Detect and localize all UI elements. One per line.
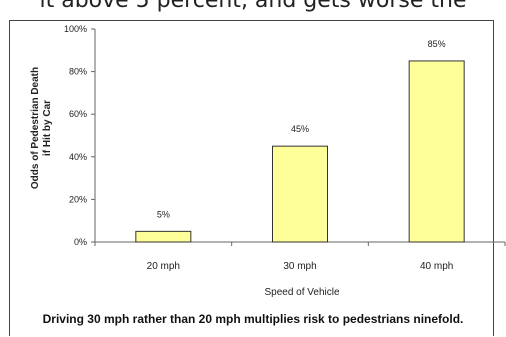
x-axis: 20 mph 30 mph 40 mph (94, 241, 506, 272)
x-category-label: 30 mph (283, 261, 316, 272)
y-tick-label: 80% (69, 67, 87, 77)
bars (135, 60, 465, 243)
bar-20-mph (135, 230, 192, 243)
y-tick-label: 0% (74, 237, 87, 247)
x-axis-title: Speed of Vehicle (264, 287, 339, 298)
truncated-body-text: it above 5 percent, and gets worse the (39, 0, 467, 13)
y-axis: 0% 20% 40% 60% 80% 100% (64, 24, 96, 247)
data-labels: 5% 45% 85% (157, 39, 446, 219)
y-axis-title-line-1: Odds of Pedestrian Death (30, 67, 41, 189)
x-category-label: 20 mph (147, 261, 180, 272)
y-tick-label: 60% (69, 109, 87, 119)
y-tick-label: 100% (64, 24, 87, 34)
data-label: 85% (428, 39, 446, 49)
bar-40-mph (408, 60, 465, 243)
data-label: 5% (157, 209, 170, 219)
y-tick-label: 20% (69, 194, 87, 204)
y-tick-label: 40% (69, 152, 87, 162)
chart-caption: Driving 30 mph rather than 20 mph multip… (42, 312, 464, 326)
data-label: 45% (291, 124, 309, 134)
bar-30-mph (272, 145, 328, 243)
x-category-label: 40 mph (420, 261, 453, 272)
y-axis-title-line-2: if Hit by Car (42, 100, 53, 156)
chart-frame (9, 20, 494, 336)
